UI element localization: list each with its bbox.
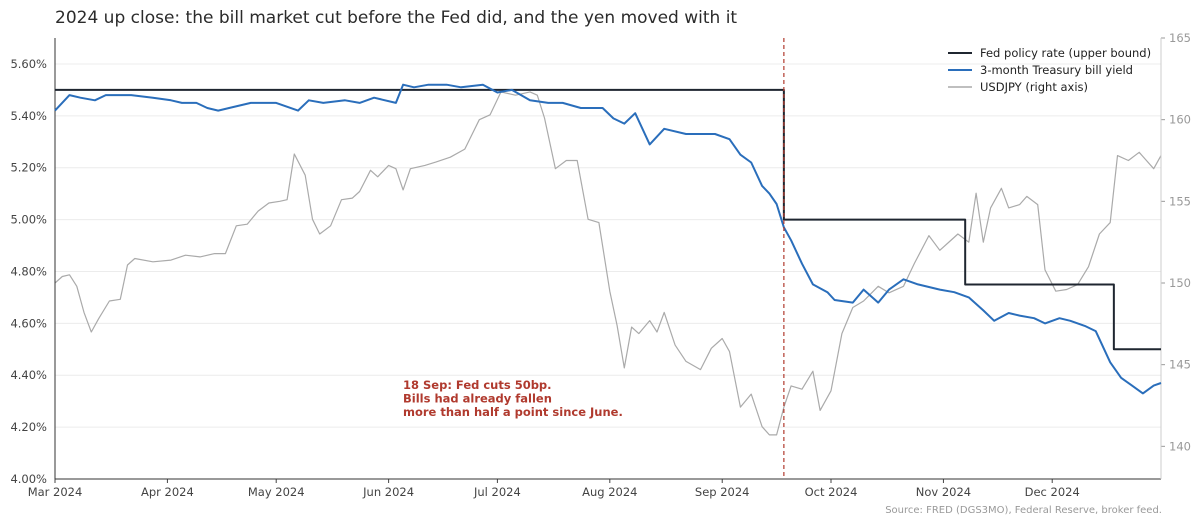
annotation-line: Bills had already fallen [403, 392, 552, 406]
y-tick-label: 5.00% [10, 213, 47, 227]
chart-title: 2024 up close: the bill market cut befor… [55, 8, 738, 28]
x-tick-label: Dec 2024 [1025, 485, 1080, 499]
y-tick-label: 4.40% [10, 368, 47, 382]
annotation-line: 18 Sep: Fed cuts 50bp. [403, 378, 552, 392]
y2-tick-label: 150 [1169, 276, 1191, 290]
y-tick-label: 5.60% [10, 57, 47, 71]
x-tick-label: Jul 2024 [473, 485, 521, 499]
x-tick-label: Mar 2024 [28, 485, 83, 499]
legend-label: 3-month Treasury bill yield [980, 63, 1133, 77]
y-tick-label: 5.40% [10, 109, 47, 123]
source-note: Source: FRED (DGS3MO), Federal Reserve, … [885, 505, 1162, 516]
x-tick-label: May 2024 [248, 485, 305, 499]
x-tick-label: Oct 2024 [805, 485, 858, 499]
y-tick-label: 4.20% [10, 420, 47, 434]
legend-label: USDJPY (right axis) [980, 80, 1088, 94]
y2-tick-label: 165 [1169, 31, 1191, 45]
y2-tick-label: 160 [1169, 113, 1191, 127]
y-tick-label: 4.00% [10, 472, 47, 486]
y2-tick-label: 145 [1169, 358, 1191, 372]
x-tick-label: Nov 2024 [916, 485, 971, 499]
tbill-yield-line [54, 83, 1162, 395]
usdjpy-line [54, 91, 1162, 436]
x-tick-label: Aug 2024 [582, 485, 637, 499]
x-tick-label: Sep 2024 [695, 485, 750, 499]
y-tick-label: 5.20% [10, 161, 47, 175]
legend-label: Fed policy rate (upper bound) [980, 46, 1151, 60]
y2-tick-label: 155 [1169, 194, 1191, 208]
y-tick-label: 4.60% [10, 316, 47, 330]
y2-tick-label: 140 [1169, 439, 1191, 453]
x-tick-label: Apr 2024 [141, 485, 194, 499]
annotation-line: more than half a point since June. [403, 405, 623, 419]
x-tick-label: Jun 2024 [362, 485, 414, 499]
y-tick-label: 4.80% [10, 264, 47, 278]
